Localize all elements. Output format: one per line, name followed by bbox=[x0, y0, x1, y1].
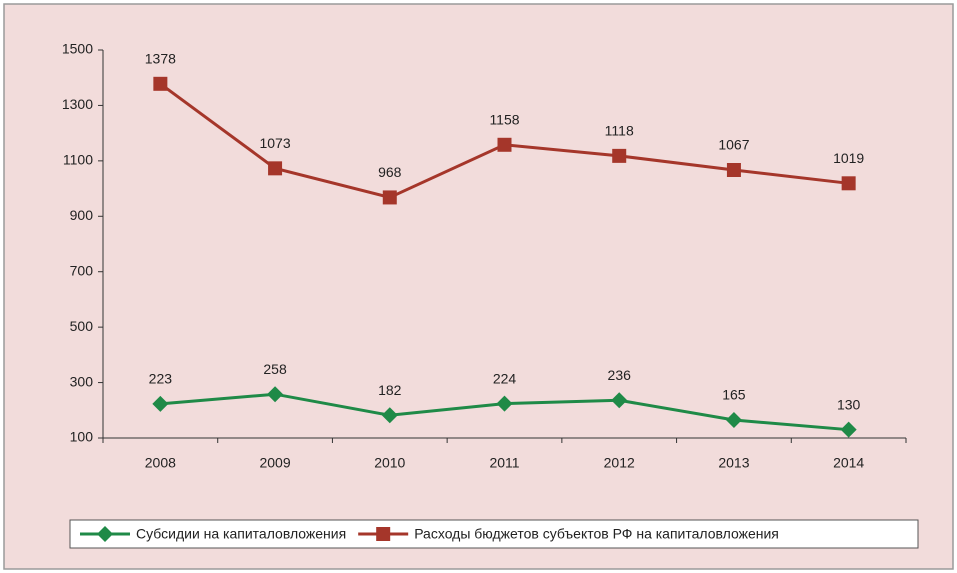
data-label: 1118 bbox=[605, 123, 634, 139]
data-point bbox=[152, 395, 169, 412]
data-point bbox=[497, 137, 512, 152]
data-label: 223 bbox=[149, 371, 173, 387]
y-tick-label: 100 bbox=[70, 429, 94, 445]
y-tick-label: 1300 bbox=[62, 96, 93, 112]
y-tick-label: 500 bbox=[70, 318, 94, 334]
legend-label: Субсидии на капиталовложения bbox=[136, 526, 346, 542]
legend-label: Расходы бюджетов субъектов РФ на капитал… bbox=[414, 526, 779, 542]
data-label: 165 bbox=[722, 387, 746, 403]
data-point bbox=[496, 395, 513, 412]
data-point bbox=[382, 190, 397, 205]
chart-background bbox=[3, 3, 954, 570]
y-tick-label: 700 bbox=[70, 262, 94, 278]
y-tick-label: 900 bbox=[70, 207, 94, 223]
data-point bbox=[725, 411, 742, 428]
x-tick-label: 2008 bbox=[145, 455, 176, 471]
x-tick-label: 2010 bbox=[374, 455, 405, 471]
data-label: 1073 bbox=[259, 135, 290, 151]
data-point bbox=[381, 407, 398, 424]
x-tick-label: 2012 bbox=[604, 455, 635, 471]
data-point bbox=[153, 76, 168, 91]
data-label: 182 bbox=[378, 382, 402, 398]
data-point bbox=[612, 148, 627, 163]
legend-marker bbox=[97, 526, 113, 542]
x-tick-label: 2013 bbox=[718, 455, 749, 471]
legend-marker bbox=[376, 527, 391, 541]
data-label: 224 bbox=[493, 370, 517, 386]
legend-box bbox=[69, 519, 919, 549]
data-point bbox=[840, 421, 857, 438]
data-label: 258 bbox=[263, 361, 287, 377]
data-label: 130 bbox=[837, 396, 861, 412]
data-label: 968 bbox=[378, 164, 402, 180]
data-point bbox=[611, 392, 628, 409]
data-point bbox=[268, 161, 283, 176]
data-label: 1067 bbox=[718, 137, 749, 153]
x-tick-label: 2011 bbox=[489, 455, 519, 471]
data-label: 1019 bbox=[833, 150, 864, 166]
data-label: 1378 bbox=[145, 51, 176, 67]
y-tick-label: 300 bbox=[70, 373, 94, 389]
x-tick-label: 2014 bbox=[833, 455, 864, 471]
data-point bbox=[841, 176, 856, 191]
x-tick-label: 2009 bbox=[259, 455, 290, 471]
y-tick-label: 1500 bbox=[62, 41, 93, 57]
y-tick-label: 1100 bbox=[63, 152, 93, 168]
data-point bbox=[726, 163, 741, 178]
data-label: 1158 bbox=[489, 111, 519, 127]
data-point bbox=[267, 386, 284, 403]
data-label: 236 bbox=[608, 367, 632, 383]
